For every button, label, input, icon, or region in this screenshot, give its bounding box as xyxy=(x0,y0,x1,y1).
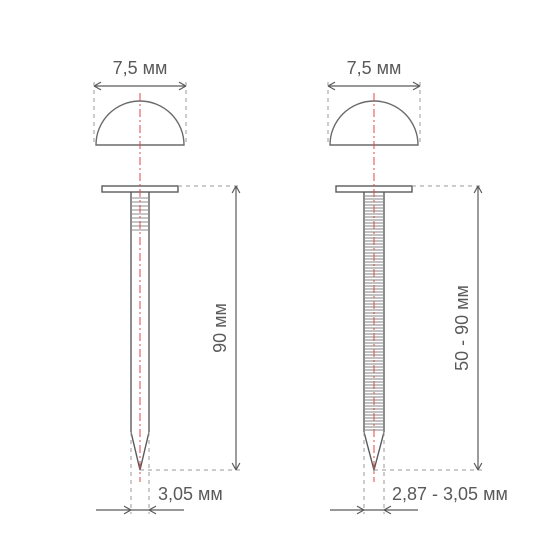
head-width-label: 7,5 мм xyxy=(347,58,402,78)
length-label: 50 - 90 мм xyxy=(452,285,472,371)
dome-cap xyxy=(330,101,418,145)
length-label: 90 мм xyxy=(210,303,230,353)
nail-left: 7,5 мм 90 мм 3,05 мм xyxy=(94,58,242,514)
dome-cap xyxy=(96,101,184,145)
nail-right: 7,5 мм 50 - 90 мм 2,87 - 3,05 мм xyxy=(328,58,508,514)
shaft-width-label: 2,87 - 3,05 мм xyxy=(392,484,508,504)
head-width-label: 7,5 мм xyxy=(113,58,168,78)
shaft-width-label: 3,05 мм xyxy=(158,484,223,504)
technical-drawing: 7,5 мм 90 мм 3,05 мм 7,5 мм 50 - 90 мм 2,87 -… xyxy=(0,0,560,560)
